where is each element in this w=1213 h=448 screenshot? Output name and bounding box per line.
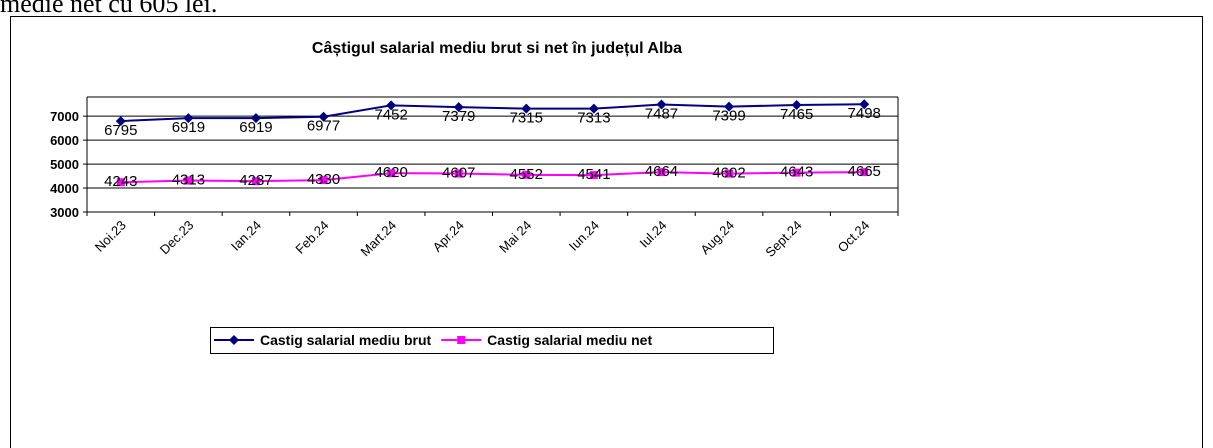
data-label: 7487 xyxy=(645,105,678,122)
line xyxy=(120,171,865,184)
data-label: 4313 xyxy=(172,172,205,189)
data-label: 4643 xyxy=(780,164,813,181)
point xyxy=(183,113,194,124)
legend-label: Castig salarial mediu brut xyxy=(260,332,431,348)
point xyxy=(588,103,599,114)
point xyxy=(859,99,870,110)
data-label: 4665 xyxy=(848,163,881,180)
point xyxy=(724,101,735,112)
y-tick-label: 3000 xyxy=(50,205,79,220)
data-label: 4602 xyxy=(712,165,745,182)
data-label: 4287 xyxy=(239,172,272,189)
point xyxy=(453,102,464,113)
point xyxy=(454,169,463,178)
data-label: 4664 xyxy=(645,163,678,180)
point xyxy=(116,178,125,187)
data-label: 4330 xyxy=(307,171,340,188)
y-tick-label: 5000 xyxy=(50,157,79,172)
data-label: 6795 xyxy=(104,122,137,139)
data-label: 7313 xyxy=(577,110,610,127)
point xyxy=(860,168,869,177)
y-tick-label: 6000 xyxy=(50,133,79,148)
data-label: 4552 xyxy=(510,166,543,183)
data-label: 6977 xyxy=(307,118,340,135)
legend-marker xyxy=(457,336,466,344)
point xyxy=(386,100,397,111)
chart-border xyxy=(10,16,1203,448)
data-label: 7452 xyxy=(374,106,407,123)
data-label: 7498 xyxy=(848,105,881,122)
data-label: 4620 xyxy=(374,164,407,181)
point xyxy=(792,168,801,177)
legend-label: Castig salarial mediu net xyxy=(487,332,652,348)
point xyxy=(656,99,667,110)
line xyxy=(120,103,865,123)
point xyxy=(521,103,532,114)
point xyxy=(115,116,126,127)
data-label: 6919 xyxy=(172,119,205,136)
point xyxy=(251,177,260,186)
point xyxy=(319,176,328,185)
data-label: 7379 xyxy=(442,108,475,125)
y-tick-label: 4000 xyxy=(50,181,79,196)
point xyxy=(387,169,396,178)
point xyxy=(522,170,531,179)
point xyxy=(589,171,598,180)
legend-marker xyxy=(229,335,239,345)
data-label: 4243 xyxy=(104,173,137,190)
point xyxy=(250,113,261,124)
y-tick-label: 7000 xyxy=(50,109,79,124)
point xyxy=(791,100,802,111)
legend-box xyxy=(210,327,774,354)
data-label: 7315 xyxy=(510,110,543,127)
point xyxy=(725,169,734,178)
data-label: 7465 xyxy=(780,106,813,123)
data-label: 4541 xyxy=(577,166,610,183)
data-label: 7399 xyxy=(712,108,745,125)
data-label: 4607 xyxy=(442,164,475,181)
point xyxy=(184,176,193,185)
point xyxy=(657,168,666,177)
data-label: 6919 xyxy=(239,119,272,136)
point xyxy=(318,111,329,122)
document-text: medie net cu 605 lei. xyxy=(0,0,217,18)
chart-title: Câștigul salarial mediu brut si net în j… xyxy=(312,40,682,57)
